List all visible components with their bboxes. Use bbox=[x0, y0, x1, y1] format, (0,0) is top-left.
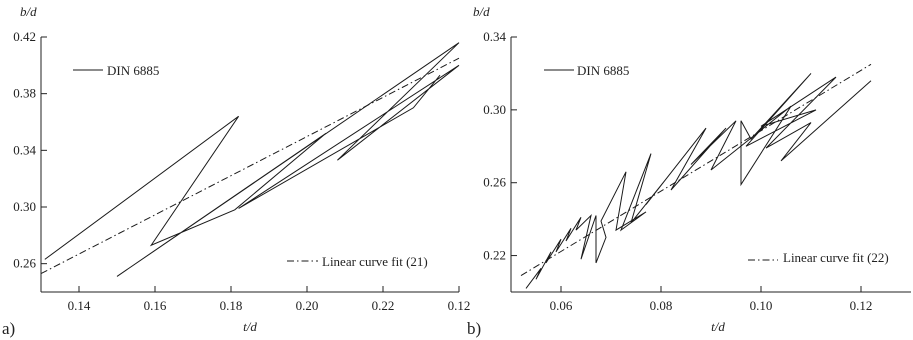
legend-label-din-a: DIN 6885 bbox=[107, 63, 159, 78]
y-axis-label-b: b/d bbox=[473, 4, 490, 19]
chart-panel-a: b/d t/d a) DIN 6885 Linear curve fit (21… bbox=[2, 4, 470, 338]
din-6885-series-b bbox=[525, 73, 872, 289]
y-tick-label-b: 0.34 bbox=[483, 29, 506, 44]
y-tick-label-a: 0.34 bbox=[13, 142, 36, 157]
y-tick-label-a: 0.38 bbox=[13, 86, 36, 101]
x-tick-label-a: 0.16 bbox=[144, 298, 167, 313]
x-axis-label-b: t/d bbox=[711, 319, 725, 334]
chart-panel-b: b/d t/d b) DIN 6885 Linear curve fit (22… bbox=[467, 4, 911, 338]
x-tick-label-b: 0.08 bbox=[650, 298, 673, 313]
x-tick-label-a: 0.20 bbox=[296, 298, 319, 313]
x-tick-label-a: 0.22 bbox=[372, 298, 395, 313]
x-tick-label-b: 0.10 bbox=[750, 298, 773, 313]
y-axis-label-a: b/d bbox=[20, 4, 37, 19]
x-tick-label-b: 0.06 bbox=[550, 298, 573, 313]
y-tick-label-a: 0.26 bbox=[13, 256, 36, 271]
x-tick-label-a: 0.18 bbox=[220, 298, 243, 313]
legend-label-din-b: DIN 6885 bbox=[577, 63, 629, 78]
y-tick-label-b: 0.30 bbox=[483, 102, 506, 117]
y-tick-label-b: 0.26 bbox=[483, 175, 506, 190]
din-6885-series-a bbox=[44, 42, 460, 277]
panel-label-a: a) bbox=[2, 319, 15, 338]
y-tick-label-a: 0.42 bbox=[13, 29, 36, 44]
x-tick-label-a: 0.14 bbox=[68, 298, 91, 313]
y-tick-label-a: 0.30 bbox=[13, 199, 36, 214]
x-tick-label-a: 0.12 bbox=[448, 298, 471, 313]
fit-line-a bbox=[40, 57, 460, 275]
y-tick-label-b: 0.22 bbox=[483, 248, 506, 263]
panel-label-b: b) bbox=[467, 319, 481, 338]
x-tick-label-b: 0.12 bbox=[850, 298, 873, 313]
fit-line-b bbox=[520, 63, 872, 277]
x-axis-label-a: t/d bbox=[243, 319, 257, 334]
legend-label-fit-b: Linear curve fit (22) bbox=[783, 250, 889, 265]
legend-label-fit-a: Linear curve fit (21) bbox=[322, 254, 428, 269]
